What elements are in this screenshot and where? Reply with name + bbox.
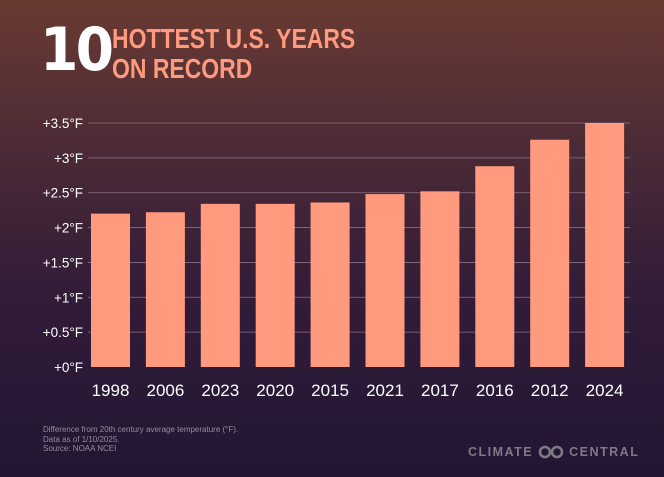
bar-2012 bbox=[530, 139, 570, 367]
bar-2017 bbox=[420, 191, 460, 367]
y-tick-label: +3.5°F bbox=[43, 116, 83, 131]
bar-2016 bbox=[475, 166, 515, 367]
title-number: 10 bbox=[40, 15, 114, 85]
title-line-2: ON RECORD bbox=[112, 53, 253, 84]
bars bbox=[91, 123, 625, 367]
x-tick-label: 2017 bbox=[421, 381, 459, 400]
page-title: HOTTEST U.S. YEARS ON RECORD bbox=[112, 24, 355, 84]
x-tick-label: 2024 bbox=[586, 381, 624, 400]
bar-1998 bbox=[91, 213, 130, 367]
bar-2006 bbox=[145, 212, 185, 367]
y-tick-label: +1.5°F bbox=[43, 255, 83, 270]
x-tick-label: 1998 bbox=[92, 381, 130, 400]
footnote-line-1: Difference from 20th century average tem… bbox=[43, 425, 239, 434]
bar-2015 bbox=[310, 202, 350, 367]
y-tick-label: +2°F bbox=[54, 221, 83, 236]
x-tick-label: 2020 bbox=[256, 381, 294, 400]
x-tick-label: 2023 bbox=[201, 381, 239, 400]
y-axis-ticks: +0°F +0.5°F +1°F +1.5°F +2°F +2.5°F +3°F +3.5°F bbox=[43, 116, 83, 375]
bar-2021 bbox=[365, 194, 405, 367]
footnote: Difference from 20th century average tem… bbox=[43, 425, 238, 454]
logo-text-left: CLIMATE bbox=[468, 445, 534, 459]
bar-2023 bbox=[200, 203, 240, 367]
bar-2020 bbox=[255, 203, 295, 367]
x-tick-label: 2021 bbox=[366, 381, 404, 400]
x-tick-label: 2012 bbox=[531, 381, 569, 400]
footnote-line-3: Source: NOAA NCEI bbox=[43, 444, 117, 453]
y-tick-label: +3°F bbox=[54, 151, 83, 166]
x-tick-label: 2015 bbox=[311, 381, 349, 400]
logo-text-right: CENTRAL bbox=[569, 445, 640, 459]
title-line-1: HOTTEST U.S. YEARS bbox=[112, 23, 356, 54]
climate-central-logo: CLIMATE CENTRAL bbox=[468, 445, 639, 459]
footnote-line-2: Data as of 1/10/2025. bbox=[43, 434, 120, 444]
y-tick-label: +0.5°F bbox=[43, 325, 83, 340]
x-tick-label: 2016 bbox=[476, 381, 514, 400]
bar-2024 bbox=[585, 123, 625, 367]
infinity-icon bbox=[538, 445, 564, 459]
x-tick-label: 2006 bbox=[146, 381, 184, 400]
y-tick-label: +2.5°F bbox=[43, 186, 83, 201]
y-tick-label: +1°F bbox=[54, 290, 83, 305]
x-axis-ticks: 1998 2006 2023 2020 2015 2021 2017 2016 2012 2024 bbox=[92, 381, 624, 400]
y-tick-label: +0°F bbox=[54, 360, 83, 375]
